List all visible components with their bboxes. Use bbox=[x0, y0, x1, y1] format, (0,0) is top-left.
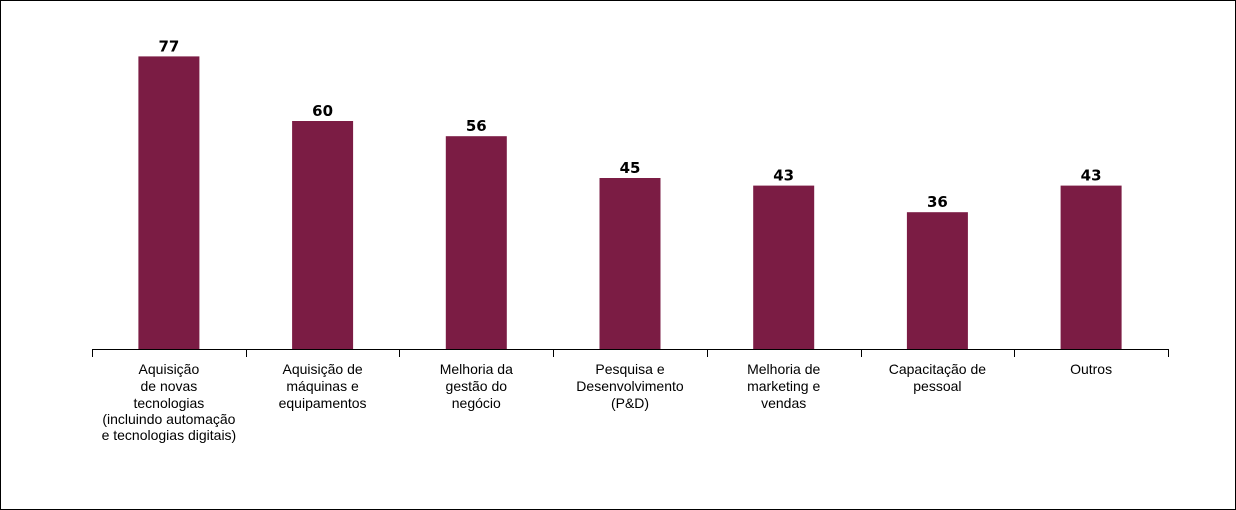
category-tick-label: Capacitação de pessoal bbox=[889, 361, 987, 394]
bar-value-label: 45 bbox=[620, 159, 641, 177]
bar bbox=[445, 136, 507, 349]
category-tick-label: Pesquisa e Desenvolvimento (P&D) bbox=[576, 361, 684, 411]
category-tick-label: Melhoria da gestão do negócio bbox=[440, 361, 513, 411]
bar-value-label: 77 bbox=[158, 37, 179, 55]
bar bbox=[599, 178, 661, 349]
category-tick-label: Outros bbox=[1070, 361, 1112, 377]
bar-value-label: 43 bbox=[773, 167, 794, 185]
category-tick-label: Aquisição de novas tecnologias (incluindo a… bbox=[102, 361, 237, 443]
category-tick-label: Melhoria de marketing e vendas bbox=[747, 361, 820, 411]
category-tick-label: Aquisição de máquinas e equipamentos bbox=[279, 361, 367, 411]
bar bbox=[138, 56, 200, 350]
bar bbox=[906, 212, 968, 349]
bar bbox=[753, 185, 815, 349]
bar-value-label: 36 bbox=[927, 193, 948, 211]
bar-value-label: 60 bbox=[312, 102, 333, 120]
bar bbox=[1060, 185, 1122, 349]
bar bbox=[292, 121, 354, 349]
bar-value-label: 56 bbox=[466, 117, 487, 135]
bar-value-label: 43 bbox=[1081, 167, 1102, 185]
